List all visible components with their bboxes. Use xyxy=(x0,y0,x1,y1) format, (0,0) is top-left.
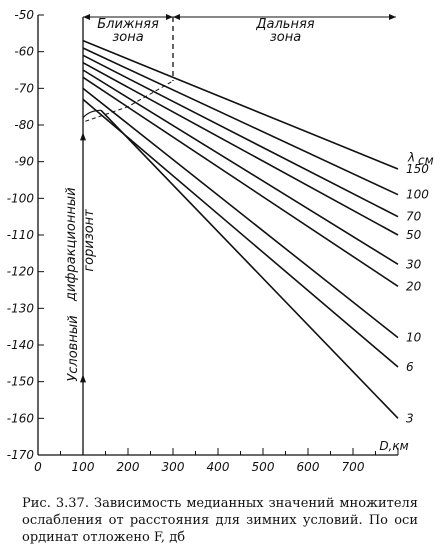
series-label-100: 100 xyxy=(406,188,429,202)
chart: -50 -60 -70 -80 -90 -100 -110 -120 -130 -140 -150 -… xyxy=(7,8,434,474)
series-label-20: 20 xyxy=(406,279,422,293)
y-tick-label: -100 xyxy=(7,191,35,205)
figure-caption: Рис. 3.37. Зависимость медианных значени… xyxy=(22,496,418,545)
series-3-start-curve xyxy=(82,109,102,119)
far-zone-arrow-left xyxy=(173,14,180,20)
series-label-3: 3 xyxy=(406,411,414,425)
series-line-30 xyxy=(82,69,399,266)
legend-title: λ xyxy=(407,151,415,165)
series-line-3 xyxy=(100,109,399,419)
near-zone-label: Ближняя xyxy=(97,17,159,32)
near-zone-arrow-left xyxy=(83,14,90,20)
far-zone-arrow-right xyxy=(389,14,396,20)
series-line-20 xyxy=(82,76,399,287)
series-line-70 xyxy=(82,54,399,218)
x-tick-label: 100 xyxy=(72,460,95,474)
series-line-50 xyxy=(82,61,399,236)
x-axis-label: D,км xyxy=(379,439,408,453)
y-tick-label: -160 xyxy=(7,411,35,425)
x-tick-label: 200 xyxy=(117,460,140,474)
horizon-label-word3: горизонт xyxy=(82,209,97,272)
y-tick-label: -50 xyxy=(14,8,34,22)
series-line-150 xyxy=(82,39,399,170)
labels: БлижняязонаДальняязонаУсловныйдифракцион… xyxy=(64,17,434,425)
y-tick-label: -70 xyxy=(14,81,34,95)
near-zone-arrow-right xyxy=(166,14,173,20)
series-label-6: 6 xyxy=(406,360,414,374)
series-label-10: 10 xyxy=(406,331,422,345)
series-line-100 xyxy=(82,47,399,196)
series-line-6 xyxy=(82,98,399,368)
x-tick-label: 400 xyxy=(207,460,230,474)
legend-title-sub: см xyxy=(418,154,434,168)
near-zone-label-2: зона xyxy=(112,30,143,45)
y-tick-label: -140 xyxy=(7,338,35,352)
y-tick-label: -110 xyxy=(7,228,35,242)
horizon-arrow-top xyxy=(80,132,86,141)
y-tick-label: -90 xyxy=(14,155,34,169)
far-zone-label: Дальняя xyxy=(255,17,314,32)
y-tick-label: -60 xyxy=(14,45,34,59)
y-tick-label: -80 xyxy=(14,118,34,132)
horizon-arrow-bottom xyxy=(80,374,86,383)
series-lines xyxy=(82,39,399,419)
y-tick-label: -170 xyxy=(7,448,35,462)
y-tick-label: -120 xyxy=(7,265,35,279)
horizon-label-word2: дифракционный xyxy=(64,187,79,302)
horizon-label-word1: Условный xyxy=(66,315,81,381)
series-label-50: 50 xyxy=(406,228,422,242)
series-label-70: 70 xyxy=(406,210,422,224)
x-tick-label: 300 xyxy=(162,460,185,474)
y-tick-label: -130 xyxy=(7,301,35,315)
y-tick-label: -150 xyxy=(7,375,35,389)
series-label-150: 150 xyxy=(406,162,429,176)
x-tick-label: 700 xyxy=(342,460,365,474)
x-tick-label: 500 xyxy=(252,460,275,474)
far-zone-label-2: зона xyxy=(270,30,301,45)
axes: -50 -60 -70 -80 -90 -100 -110 -120 -130 -140 -150 -… xyxy=(7,8,409,474)
series-label-30: 30 xyxy=(406,257,422,271)
x-tick-label: 0 xyxy=(34,460,42,474)
series-line-10 xyxy=(82,87,399,339)
x-tick-label: 600 xyxy=(297,460,320,474)
